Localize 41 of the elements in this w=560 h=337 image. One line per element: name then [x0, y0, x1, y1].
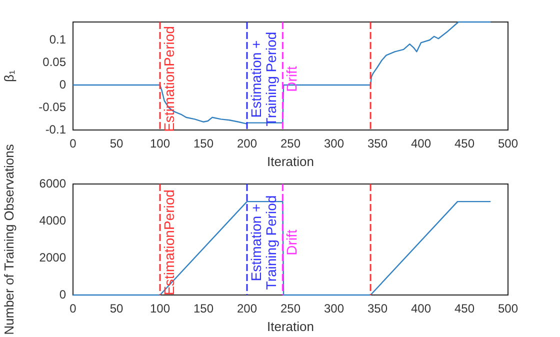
x-tick-label: 50 [110, 136, 124, 151]
x-tick-label: 350 [367, 136, 388, 151]
y-tick-label: 0.1 [49, 32, 66, 46]
y-tick-label: 2000 [39, 250, 66, 264]
ref-line-label: Drift [284, 66, 300, 92]
y-tick-label: -0.05 [38, 100, 66, 114]
x-tick-label: 500 [498, 302, 518, 316]
x-tick-label: 200 [236, 136, 258, 151]
x-tick-label: 400 [410, 302, 432, 316]
x-axis-title: Iteration [267, 318, 314, 334]
x-tick-label: 300 [324, 136, 344, 151]
ref-line-label: Drift [284, 230, 300, 256]
y-tick-label: 0 [59, 77, 66, 92]
ref-line-label: EstimationPeriod [160, 26, 177, 132]
y-tick-label: 0.05 [42, 54, 66, 69]
ref-line-label: EstimationPeriod [160, 190, 177, 296]
x-tick-label: 0 [70, 136, 77, 151]
y-tick-label: 6000 [39, 176, 66, 190]
x-tick-label: 100 [150, 302, 170, 316]
ref-line-label: Estimation + Training Period [248, 32, 279, 126]
x-tick-label: 500 [498, 136, 518, 151]
x-tick-label: 350 [367, 302, 388, 316]
x-tick-label: 450 [454, 302, 475, 316]
x-tick-label: 150 [193, 302, 214, 316]
x-tick-label: 100 [150, 136, 170, 151]
x-tick-label: 0 [70, 302, 77, 316]
x-tick-label: 250 [280, 302, 301, 316]
x-tick-label: 400 [410, 136, 432, 151]
y-axis-title: Number of Training Observations [1, 144, 16, 335]
x-tick-label: 300 [324, 302, 344, 316]
x-tick-label: 250 [280, 136, 301, 151]
x-tick-label: 450 [454, 136, 475, 151]
x-tick-label: 200 [236, 302, 258, 316]
ref-line-label: Estimation + Training Period [248, 195, 279, 290]
y-axis-title: β₁ [1, 69, 16, 82]
y-tick-label: -0.1 [45, 122, 66, 136]
x-tick-label: 50 [110, 302, 124, 316]
y-tick-label: 4000 [39, 213, 66, 228]
y-tick-label: 0 [59, 287, 66, 302]
x-axis-title: Iteration [267, 154, 314, 169]
x-tick-label: 150 [193, 136, 214, 151]
